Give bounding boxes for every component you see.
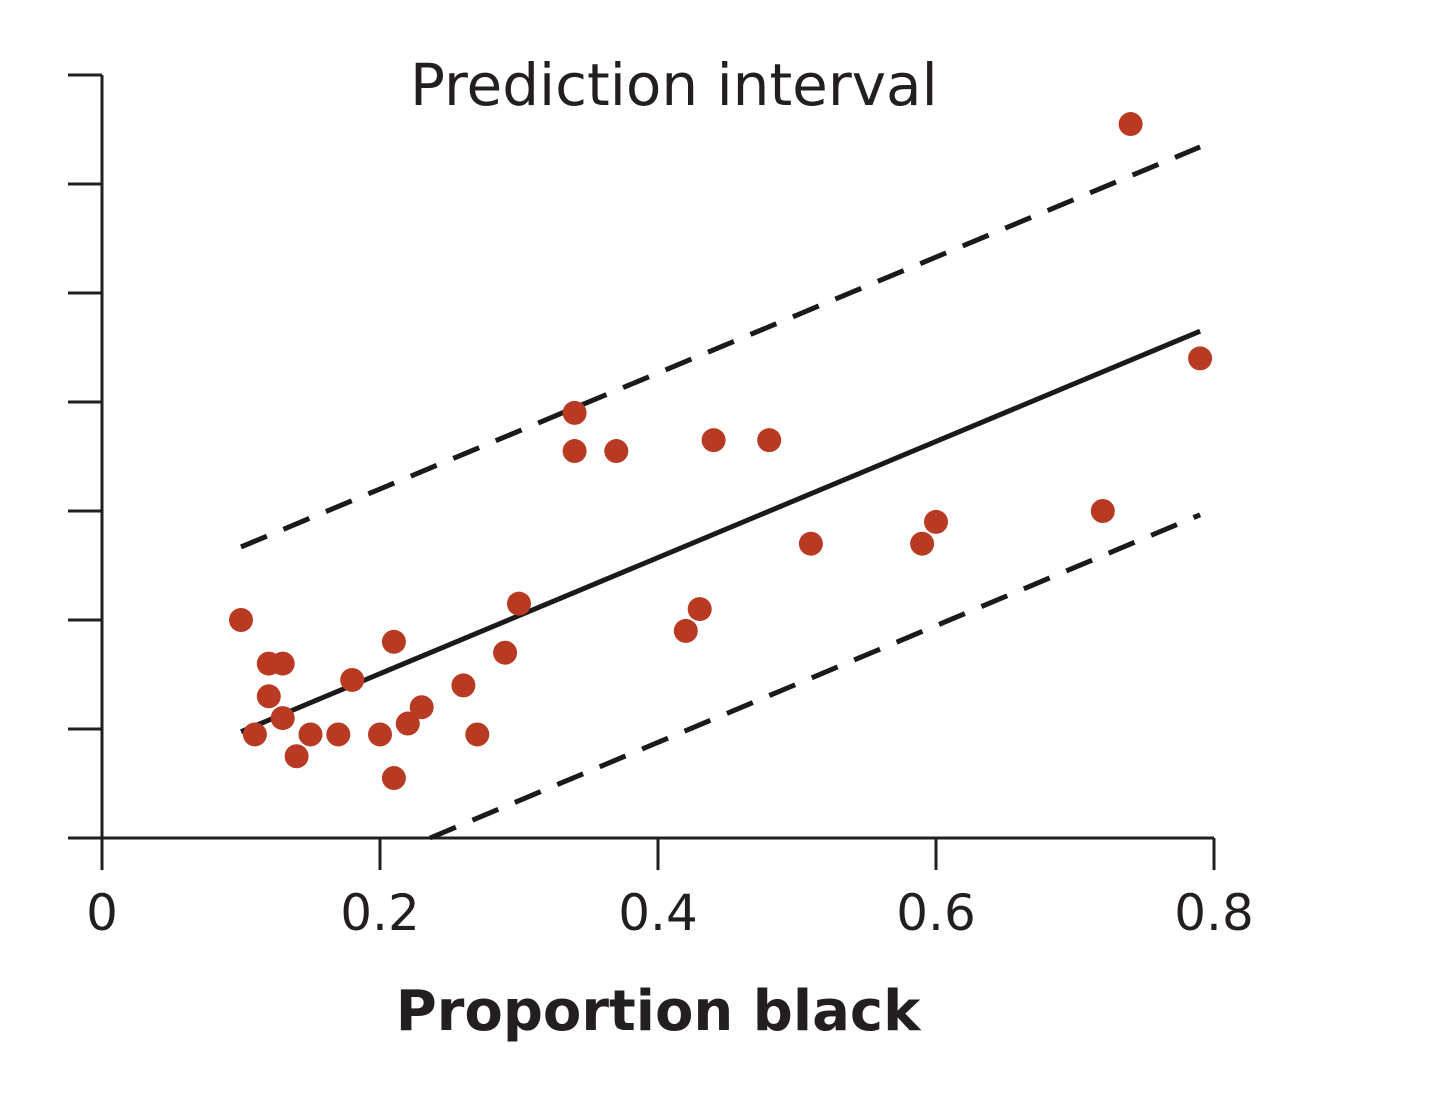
data-point [270,706,295,731]
data-point [604,439,629,464]
prediction-interval-lower [429,512,1202,841]
data-point [256,684,281,709]
data-points [229,112,1213,791]
data-point [229,608,253,632]
data-point [1188,346,1213,371]
data-point [465,722,490,747]
data-point [701,428,726,453]
x-tick-label: 0.2 [340,884,420,942]
fit-lines [240,144,1202,841]
x-tick-label: 0 [86,884,118,942]
x-tick-labels: 0 0.2 0.4 0.6 0.8 [86,884,1254,942]
data-point [270,651,295,676]
data-point [562,400,587,425]
data-point [910,531,935,556]
data-point [381,629,406,654]
data-point [340,667,365,692]
regression-line [240,328,1202,735]
data-point [673,618,698,643]
data-point [924,509,948,534]
x-axis-label: Proportion black [396,979,922,1044]
data-point [493,640,518,665]
data-point [1090,499,1115,523]
data-point [562,439,587,464]
data-point [242,722,267,747]
data-point [381,766,406,791]
data-point [326,722,351,747]
x-tick-label: 0.8 [1174,884,1254,942]
x-tick-label: 0.4 [618,884,698,942]
prediction-interval-upper [240,144,1202,550]
data-point [368,722,392,747]
data-point [284,744,309,769]
chart-title: Prediction interval [410,51,938,119]
data-point [757,428,782,453]
data-point [507,591,531,616]
data-point [298,722,323,747]
data-point [395,711,420,736]
axes [68,73,1216,870]
data-point [409,695,434,720]
data-point [1118,112,1143,137]
data-point [451,673,476,698]
x-tick-label: 0.6 [896,884,976,942]
data-point [798,531,823,556]
data-point [687,597,712,622]
